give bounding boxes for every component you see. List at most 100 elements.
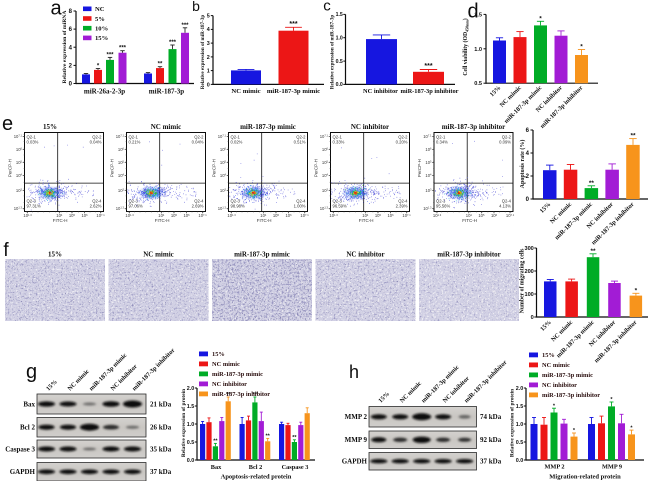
- svg-text:0: 0: [531, 315, 534, 321]
- svg-text:105: 105: [425, 160, 432, 165]
- svg-text:2.69%: 2.69%: [192, 204, 204, 209]
- svg-text:NC inhibitor: NC inhibitor: [212, 381, 247, 388]
- svg-text:PerCP-H: PerCP-H: [212, 159, 217, 177]
- svg-text:miR-187-3p mimic: miR-187-3p mimic: [234, 251, 290, 259]
- svg-text:0: 0: [69, 82, 73, 88]
- svg-text:NC mimic: NC mimic: [151, 123, 182, 131]
- svg-text:miR-187-3p: miR-187-3p: [149, 88, 184, 96]
- svg-text:2.62%: 2.62%: [90, 204, 102, 209]
- svg-text:104: 104: [362, 213, 369, 218]
- svg-text:Bcl 2: Bcl 2: [249, 464, 262, 471]
- svg-text:107.1: 107.1: [506, 213, 515, 218]
- svg-text:107.1: 107.1: [218, 134, 227, 139]
- svg-text:miR-187-3p mimic: miR-187-3p mimic: [212, 371, 263, 378]
- svg-text:Relative expression of miR-187: Relative expression of miR-187-3p: [330, 15, 336, 90]
- svg-text:35 kDa: 35 kDa: [150, 445, 172, 453]
- svg-text:104: 104: [158, 213, 165, 218]
- svg-text:1.00%: 1.00%: [294, 204, 306, 209]
- svg-text:101.3: 101.3: [125, 213, 134, 218]
- svg-text:Apoptosis rate (%): Apoptosis rate (%): [519, 140, 526, 189]
- svg-text:**: **: [158, 62, 163, 68]
- svg-text:f: f: [3, 240, 9, 261]
- svg-text:GAPDH: GAPDH: [10, 468, 36, 476]
- svg-text:101.3: 101.3: [227, 213, 236, 218]
- svg-text:0.0: 0.0: [336, 82, 343, 88]
- svg-text:104: 104: [118, 173, 125, 178]
- svg-text:2: 2: [526, 174, 530, 180]
- svg-text:105: 105: [220, 160, 227, 165]
- svg-text:15%: 15%: [43, 123, 57, 131]
- svg-text:MMP 9: MMP 9: [602, 464, 622, 471]
- svg-text:105: 105: [273, 213, 280, 218]
- svg-text:1.5: 1.5: [516, 404, 524, 410]
- svg-text:0.02%: 0.02%: [231, 140, 243, 145]
- svg-text:miR-187-3p inhibitor: miR-187-3p inhibitor: [400, 88, 458, 95]
- svg-text:106: 106: [285, 213, 292, 218]
- svg-text:107.1: 107.1: [423, 134, 432, 139]
- svg-text:0.04%: 0.04%: [90, 140, 102, 145]
- svg-text:FITC-H: FITC-H: [53, 218, 68, 223]
- svg-text:2.0: 2.0: [516, 386, 524, 392]
- svg-text:MMP 2: MMP 2: [544, 464, 564, 471]
- svg-text:37 kDa: 37 kDa: [150, 468, 172, 476]
- svg-text:104: 104: [425, 173, 432, 178]
- svg-text:2.0: 2.0: [187, 386, 195, 392]
- svg-text:200: 200: [524, 269, 533, 275]
- svg-text:Q2-3: Q2-3: [436, 199, 446, 204]
- svg-text:0: 0: [207, 82, 210, 88]
- svg-text:d: d: [467, 1, 478, 23]
- svg-text:Cell viability (OD450nm): Cell viability (OD450nm): [462, 18, 469, 75]
- svg-text:103: 103: [220, 188, 227, 193]
- svg-text:c: c: [323, 0, 331, 15]
- svg-text:Bax: Bax: [211, 464, 222, 471]
- svg-text:6: 6: [69, 27, 73, 33]
- svg-text:e: e: [2, 113, 13, 135]
- svg-text:105: 105: [322, 160, 329, 165]
- svg-text:NC inhibitor: NC inhibitor: [363, 88, 398, 95]
- svg-text:107.1: 107.1: [116, 134, 125, 139]
- svg-text:104: 104: [16, 173, 23, 178]
- svg-text:8: 8: [69, 9, 73, 15]
- svg-text:MMP 9: MMP 9: [345, 436, 368, 444]
- svg-text:NC inhibitor: NC inhibitor: [346, 251, 384, 259]
- svg-text:0.09%: 0.09%: [499, 140, 511, 145]
- svg-text:4: 4: [69, 45, 73, 51]
- svg-text:0.21%: 0.21%: [129, 140, 141, 145]
- svg-text:Number of migrating cells: Number of migrating cells: [520, 248, 526, 314]
- svg-text:b: b: [192, 0, 200, 14]
- svg-text:Q2-2: Q2-2: [502, 135, 512, 140]
- svg-text:10%: 10%: [95, 26, 108, 33]
- svg-text:**: **: [226, 392, 231, 398]
- svg-text:95.56%: 95.56%: [436, 204, 450, 209]
- svg-text:104: 104: [56, 213, 63, 218]
- svg-text:1.0: 1.0: [474, 47, 482, 53]
- svg-text:0: 0: [526, 197, 530, 203]
- svg-text:104: 104: [322, 173, 329, 178]
- svg-text:**: **: [253, 392, 258, 398]
- svg-text:**: **: [213, 439, 218, 445]
- svg-text:Q2-1: Q2-1: [27, 135, 37, 140]
- svg-text:101.3: 101.3: [423, 206, 432, 211]
- svg-text:Relative expression of miRNA: Relative expression of miRNA: [62, 10, 68, 84]
- svg-text:0.5: 0.5: [336, 59, 343, 65]
- svg-text:Q2-4: Q2-4: [398, 199, 408, 204]
- svg-text:Relative expression of protein: Relative expression of protein: [510, 389, 516, 457]
- svg-text:105: 105: [171, 213, 178, 218]
- svg-text:0.34%: 0.34%: [436, 140, 448, 145]
- svg-text:miR-187-3p inhibitor: miR-187-3p inhibitor: [437, 251, 501, 259]
- svg-text:NC mimic: NC mimic: [143, 251, 174, 259]
- svg-text:106: 106: [118, 147, 125, 152]
- svg-text:107.1: 107.1: [320, 134, 329, 139]
- svg-text:2: 2: [69, 64, 73, 70]
- svg-text:**: **: [630, 133, 636, 140]
- svg-text:0.03%: 0.03%: [27, 140, 39, 145]
- svg-text:21 kDa: 21 kDa: [150, 400, 172, 408]
- svg-text:15%: 15%: [542, 352, 555, 359]
- svg-text:miR-187-3p mimic: miR-187-3p mimic: [240, 123, 296, 131]
- svg-text:106: 106: [425, 147, 432, 152]
- svg-text:37 kDa: 37 kDa: [480, 458, 502, 466]
- svg-text:*: *: [630, 425, 633, 431]
- svg-text:*: *: [573, 428, 576, 434]
- svg-text:101.3: 101.3: [433, 213, 442, 218]
- svg-text:103: 103: [425, 188, 432, 193]
